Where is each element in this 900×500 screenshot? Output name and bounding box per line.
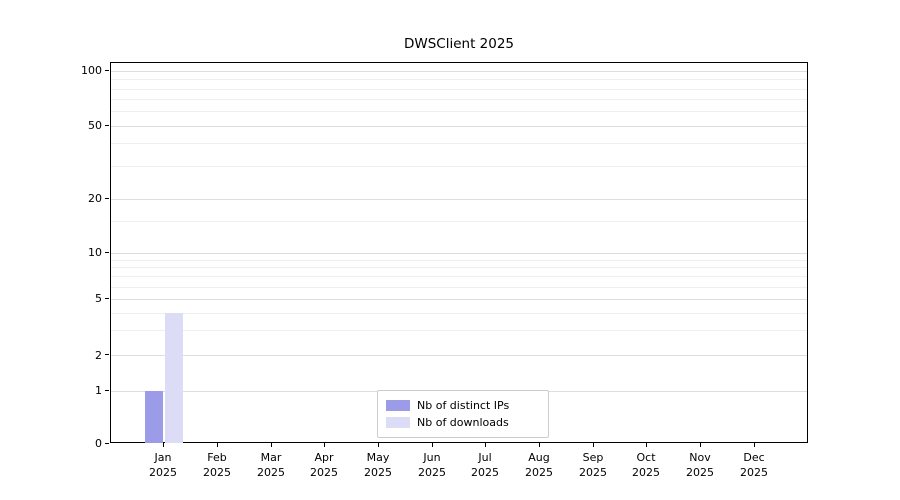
major-gridline: [111, 355, 807, 356]
x-tick-month: Jul: [478, 451, 492, 464]
x-tick-mark: [271, 443, 272, 447]
x-tick-year: 2025: [257, 466, 285, 479]
plot-area: [110, 62, 808, 443]
x-tick-label: Feb 2025: [187, 450, 247, 480]
x-tick-mark: [432, 443, 433, 447]
x-tick-mark: [593, 443, 594, 447]
x-tick-label: Sep 2025: [563, 450, 623, 480]
x-tick-year: 2025: [149, 466, 177, 479]
x-tick-mark: [217, 443, 218, 447]
x-tick-month: Mar: [260, 451, 282, 464]
x-tick-month: Nov: [689, 451, 711, 464]
minor-gridline: [111, 143, 807, 144]
x-tick-year: 2025: [418, 466, 446, 479]
x-tick-month: Dec: [743, 451, 765, 464]
x-tick-label: Aug 2025: [509, 450, 569, 480]
y-tick-label: 20: [88, 192, 102, 206]
y-tick-label: 50: [88, 119, 102, 133]
bar-distinct-ips: [145, 391, 163, 443]
y-tick-mark: [105, 125, 109, 126]
x-tick-month: Aug: [528, 451, 550, 464]
minor-gridline: [111, 260, 807, 261]
x-tick-month: Oct: [636, 451, 656, 464]
x-tick-mark: [485, 443, 486, 447]
y-tick-mark: [105, 252, 109, 253]
x-tick-month: Feb: [207, 451, 227, 464]
major-gridline: [111, 299, 807, 300]
minor-gridline: [111, 287, 807, 288]
x-tick-mark: [646, 443, 647, 447]
y-tick-label: 2: [95, 348, 102, 362]
x-tick-year: 2025: [632, 466, 660, 479]
x-tick-month: May: [366, 451, 390, 464]
legend-swatch-downloads: [386, 417, 410, 428]
y-tick-mark: [105, 198, 109, 199]
minor-gridline: [111, 267, 807, 268]
x-tick-label: Mar 2025: [241, 450, 301, 480]
minor-gridline: [111, 79, 807, 80]
x-tick-year: 2025: [740, 466, 768, 479]
y-tick-label: 1: [95, 384, 102, 398]
x-tick-label: Jan 2025: [133, 450, 193, 480]
x-tick-label: Jul 2025: [455, 450, 515, 480]
y-tick-mark: [105, 390, 109, 391]
x-tick-mark: [324, 443, 325, 447]
major-gridline: [111, 253, 807, 254]
y-tick-label: 0: [95, 437, 102, 450]
x-tick-month: Sep: [582, 451, 604, 464]
minor-gridline: [111, 166, 807, 167]
x-tick-label: Oct 2025: [616, 450, 676, 480]
y-tick-mark: [105, 354, 109, 355]
chart-title: DWSClient 2025: [403, 36, 515, 52]
minor-gridline: [111, 89, 807, 90]
legend-item-distinct-ips: Nb of distinct IPs: [386, 397, 538, 414]
bar-downloads: [165, 313, 183, 443]
x-tick-month: Jun: [423, 451, 441, 464]
major-gridline: [111, 126, 807, 127]
major-gridline: [111, 199, 807, 200]
x-tick-year: 2025: [525, 466, 553, 479]
minor-gridline: [111, 276, 807, 277]
x-tick-label: May 2025: [348, 450, 408, 480]
major-gridline: [111, 71, 807, 72]
legend-swatch-distinct-ips: [386, 400, 410, 411]
legend-item-downloads: Nb of downloads: [386, 414, 538, 431]
x-tick-mark: [378, 443, 379, 447]
x-tick-year: 2025: [471, 466, 499, 479]
x-tick-mark: [700, 443, 701, 447]
y-tick-mark: [105, 298, 109, 299]
minor-gridline: [111, 221, 807, 222]
x-tick-month: Apr: [314, 451, 334, 464]
minor-gridline: [111, 330, 807, 331]
y-tick-mark: [105, 443, 109, 444]
x-tick-year: 2025: [203, 466, 231, 479]
x-tick-month: Jan: [154, 451, 172, 464]
x-tick-label: Apr 2025: [294, 450, 354, 480]
x-tick-year: 2025: [579, 466, 607, 479]
x-tick-label: Nov 2025: [670, 450, 730, 480]
minor-gridline: [111, 313, 807, 314]
x-tick-mark: [163, 443, 164, 447]
x-tick-label: Dec 2025: [724, 450, 784, 480]
x-tick-mark: [539, 443, 540, 447]
y-tick-label: 100: [81, 64, 102, 78]
y-tick-label: 5: [95, 292, 102, 306]
minor-gridline: [111, 99, 807, 100]
x-tick-mark: [754, 443, 755, 447]
x-tick-year: 2025: [686, 466, 714, 479]
legend-label-downloads: Nb of downloads: [417, 416, 509, 429]
x-tick-label: Jun 2025: [402, 450, 462, 480]
x-tick-year: 2025: [310, 466, 338, 479]
legend-label-distinct-ips: Nb of distinct IPs: [417, 399, 510, 412]
x-tick-year: 2025: [364, 466, 392, 479]
legend: Nb of distinct IPs Nb of downloads: [377, 390, 549, 438]
minor-gridline: [111, 111, 807, 112]
y-tick-mark: [105, 70, 109, 71]
y-tick-label: 10: [88, 246, 102, 260]
